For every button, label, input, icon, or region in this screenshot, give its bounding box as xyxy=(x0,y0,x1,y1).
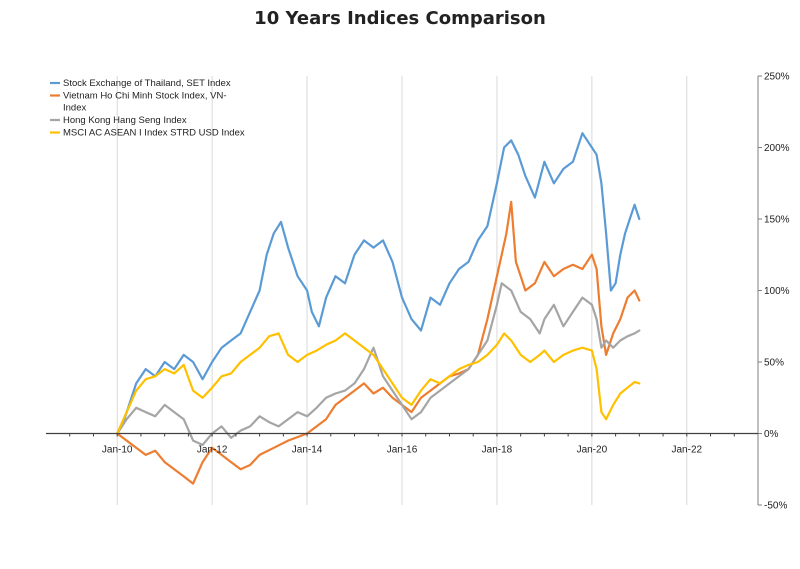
y-tick-label: -50% xyxy=(764,501,787,512)
y-tick-label: 100% xyxy=(764,286,790,297)
legend-entry-label: MSCI AC ASEAN I Index STRD USD Index xyxy=(63,128,245,139)
gridlines xyxy=(116,76,688,505)
series-line-3 xyxy=(116,282,641,446)
y-tick-label: 200% xyxy=(764,143,790,154)
x-tick-label: Jan-12 xyxy=(197,445,228,456)
legend: Stock Exchange of Thailand, SET Index Vie… xyxy=(50,78,245,139)
x-tick-label: Jan-18 xyxy=(482,445,513,456)
y-tick-label: 50% xyxy=(764,358,784,369)
series-line-1 xyxy=(116,132,641,435)
legend-entry-label: Index xyxy=(63,103,86,114)
series-lines xyxy=(116,132,641,485)
x-tick-label: Jan-14 xyxy=(292,445,323,456)
legend-entry-label: Stock Exchange of Thailand, SET Index xyxy=(63,78,231,89)
series-line-4 xyxy=(116,332,641,435)
axes: 250% 200% 150% 100% 50% 0% -50% Jan-10 Jan-12 Jan… xyxy=(46,72,790,512)
y-tick-label: 150% xyxy=(764,215,790,226)
legend-entry-label: Hong Kong Hang Seng Index xyxy=(63,115,187,126)
y-tick-label: 250% xyxy=(764,72,790,83)
x-tick-label: Jan-10 xyxy=(102,445,133,456)
legend-entry-label: Vietnam Ho Chi Minh Stock Index, VN- xyxy=(63,91,227,102)
series-line-2 xyxy=(116,200,641,485)
x-tick-label: Jan-16 xyxy=(387,445,418,456)
x-tick-label: Jan-22 xyxy=(672,445,703,456)
chart-title: 10 Years Indices Comparison xyxy=(254,8,546,29)
y-tick-label: 0% xyxy=(764,429,779,440)
x-tick-label: Jan-20 xyxy=(577,445,608,456)
